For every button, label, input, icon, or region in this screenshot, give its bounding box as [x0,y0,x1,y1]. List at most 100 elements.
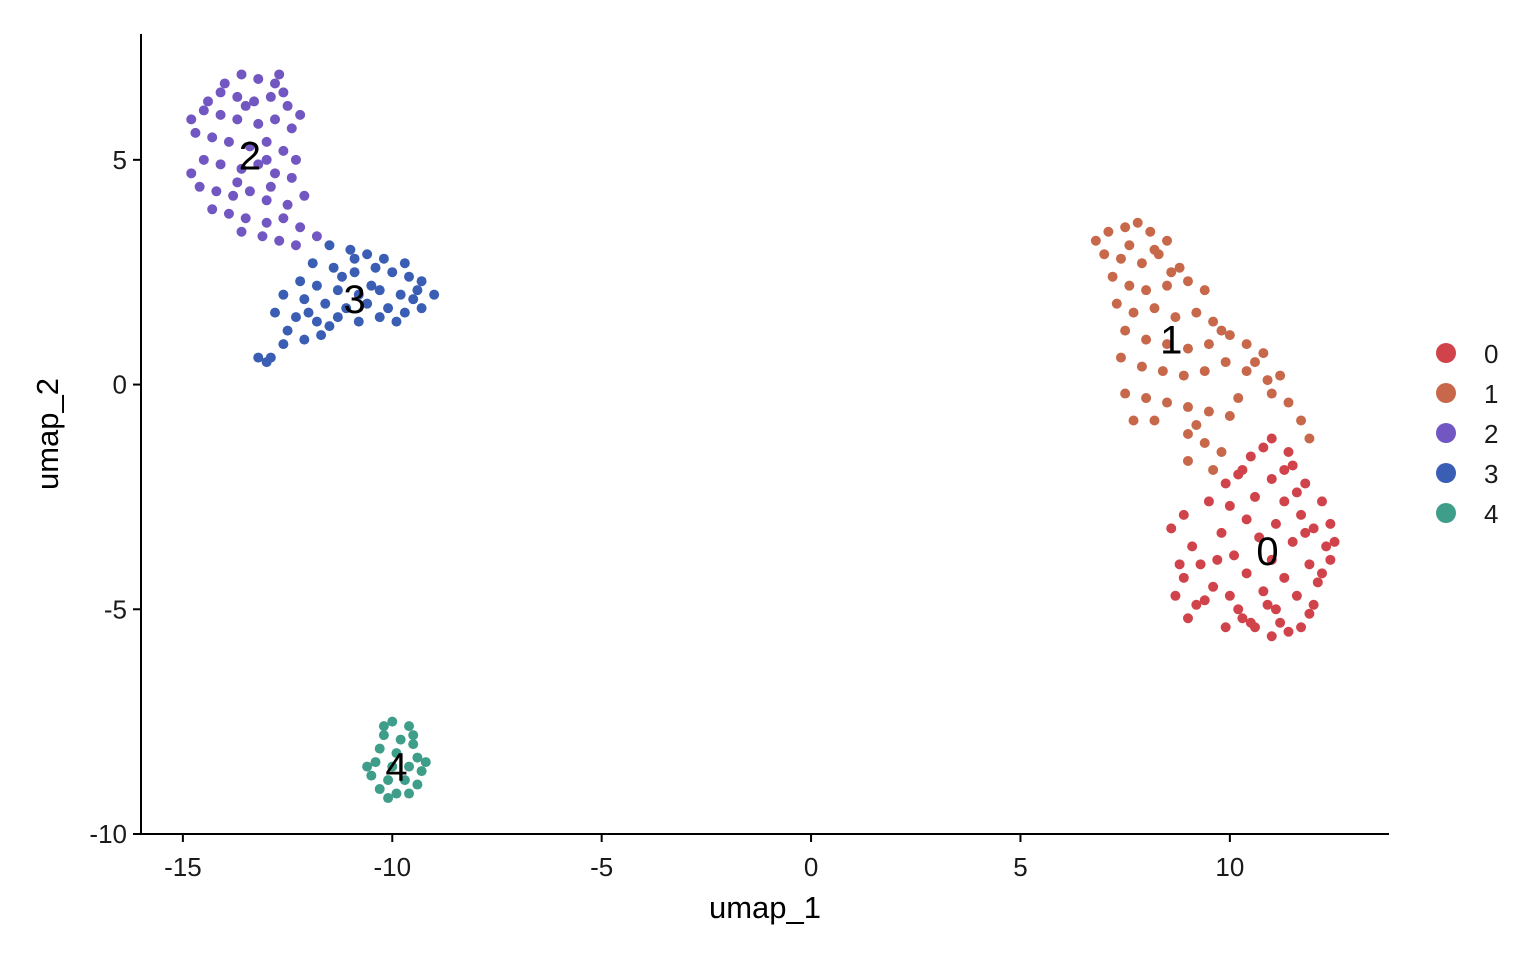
data-point-cluster-3 [349,253,360,264]
data-point-cluster-4 [391,748,402,759]
data-point-cluster-2 [215,159,226,170]
data-point-cluster-1 [1304,433,1315,444]
data-point-cluster-2 [240,213,251,224]
data-point-cluster-4 [412,752,423,763]
data-point-cluster-0 [1316,496,1327,507]
data-point-cluster-1 [1149,415,1160,426]
data-point-cluster-1 [1124,240,1135,251]
data-point-cluster-2 [261,217,272,228]
data-point-cluster-4 [408,739,419,750]
data-point-cluster-2 [215,109,226,120]
legend-key-2 [1436,423,1456,443]
y-tick-label: 5 [113,145,127,175]
data-point-cluster-1 [1178,370,1189,381]
data-point-cluster-1 [1275,370,1286,381]
data-point-cluster-0 [1279,496,1290,507]
x-axis-title: umap_1 [709,890,821,925]
data-point-cluster-2 [190,127,201,138]
data-point-cluster-1 [1296,415,1307,426]
data-point-cluster-3 [349,267,360,278]
data-point-cluster-0 [1258,586,1269,597]
data-point-cluster-4 [391,788,402,799]
data-point-cluster-0 [1287,460,1298,471]
data-point-cluster-3 [320,298,331,309]
legend-key-0 [1436,343,1456,363]
data-point-cluster-4 [378,721,389,732]
y-tick-label: 0 [113,370,127,400]
data-point-cluster-0 [1199,595,1210,606]
data-point-cluster-1 [1107,271,1118,282]
data-point-cluster-2 [261,195,272,206]
data-point-cluster-0 [1237,613,1248,624]
data-point-cluster-0 [1283,446,1294,457]
data-point-cluster-4 [404,788,415,799]
data-point-cluster-3 [341,303,352,314]
legend-key-3 [1436,463,1456,483]
data-point-cluster-1 [1141,393,1152,404]
data-point-cluster-3 [374,285,385,296]
data-point-cluster-0 [1329,536,1340,547]
data-point-cluster-0 [1283,626,1294,637]
data-point-cluster-4 [387,761,398,772]
data-point-cluster-0 [1229,550,1240,561]
data-point-cluster-1 [1099,249,1110,260]
x-tick-label: -5 [590,852,613,882]
data-point-cluster-2 [186,114,197,125]
data-point-cluster-0 [1195,559,1206,570]
data-point-cluster-2 [253,118,264,129]
data-point-cluster-2 [265,91,276,102]
data-point-cluster-1 [1203,339,1214,350]
data-point-cluster-3 [332,312,343,323]
cluster-label-4: 4 [385,746,407,790]
data-point-cluster-3 [362,298,373,309]
data-point-cluster-1 [1199,437,1210,448]
data-point-cluster-1 [1233,393,1244,404]
data-point-cluster-3 [345,244,356,255]
cluster-label-0: 0 [1256,530,1278,574]
data-point-cluster-0 [1254,532,1265,543]
data-point-cluster-2 [286,123,297,134]
data-point-cluster-0 [1287,536,1298,547]
data-point-cluster-3 [387,267,398,278]
data-point-cluster-0 [1308,523,1319,534]
data-point-cluster-1 [1111,298,1122,309]
data-point-cluster-0 [1275,617,1286,628]
data-point-cluster-2 [278,145,289,156]
data-point-cluster-1 [1162,235,1173,246]
y-tick-label: -5 [104,594,127,624]
data-point-cluster-1 [1174,262,1185,273]
data-point-cluster-2 [274,69,285,80]
data-point-cluster-1 [1120,222,1131,233]
data-point-cluster-0 [1245,451,1256,462]
data-point-cluster-2 [290,154,301,165]
data-point-cluster-3 [307,258,318,269]
data-point-cluster-4 [416,766,427,777]
data-point-cluster-0 [1203,496,1214,507]
data-point-cluster-1 [1170,312,1181,323]
data-point-cluster-2 [194,181,205,192]
data-point-cluster-0 [1208,581,1219,592]
data-point-cluster-3 [408,294,419,305]
data-point-cluster-3 [366,280,377,291]
data-point-cluster-0 [1212,554,1223,565]
data-point-cluster-2 [244,186,255,197]
data-point-cluster-1 [1203,406,1214,417]
data-point-cluster-0 [1300,527,1311,538]
x-tick-label: -10 [373,852,411,882]
data-point-cluster-1 [1120,388,1131,399]
data-point-cluster-1 [1149,244,1160,255]
data-point-cluster-2 [219,78,230,89]
cluster-label-2: 2 [239,134,261,178]
data-point-cluster-0 [1224,500,1235,511]
axes-layer: -15 -10 -5 0 5 10 50-5-10 umap_1 umap_2 [30,34,1389,925]
cluster-labels-layer: 0 1 2 3 4 [239,134,1279,789]
data-point-cluster-1 [1157,366,1168,377]
data-point-cluster-0 [1187,541,1198,552]
data-point-cluster-1 [1145,226,1156,237]
data-point-cluster-1 [1191,307,1202,318]
data-point-cluster-1 [1182,343,1193,354]
data-point-cluster-2 [223,136,234,147]
data-point-cluster-0 [1308,599,1319,610]
data-point-cluster-3 [337,271,348,282]
